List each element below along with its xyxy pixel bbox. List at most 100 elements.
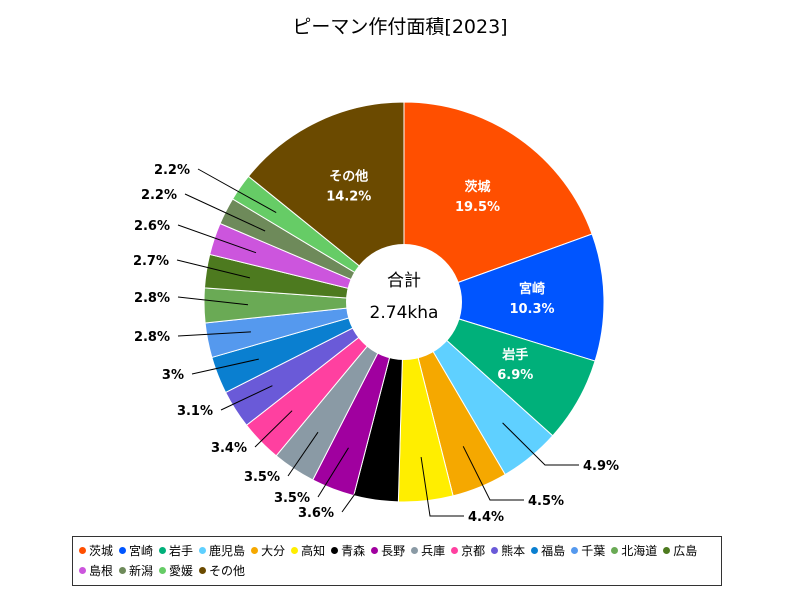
callout-label: 2.8% [134,330,170,345]
slice-value-label: 14.2% [326,190,371,205]
legend-label: 福島 [541,544,566,558]
legend-label: 岩手 [169,544,194,558]
legend-swatch [291,547,299,554]
callout-label: 3.1% [177,404,213,419]
legend-swatch [411,547,419,554]
legend-item: 熊本 [491,541,525,561]
callout-label: 2.8% [134,291,170,306]
leader-line [287,431,319,477]
legend-item: 愛媛 [159,561,193,581]
legend-label: 新潟 [129,564,154,578]
legend-label: 宮崎 [129,544,154,558]
leader-line [177,331,251,337]
slice-value-label: 19.5% [455,200,500,215]
chart-title: ピーマン作付面積[2023] [292,16,508,38]
legend-swatch [611,547,619,554]
slice-value-label: 6.9% [497,368,533,383]
donut-hole [346,244,462,360]
leader-line [197,168,277,214]
legend-label: 千葉 [581,544,606,558]
slice-name-label: 茨城 [464,179,490,195]
legend-label: 熊本 [501,544,526,558]
legend-label: 兵庫 [421,544,446,558]
callout-label: 3.4% [211,441,247,456]
callout-label: 2.2% [141,188,177,203]
legend-item: 高知 [291,541,325,561]
legend-label: 広島 [673,544,698,558]
leader-line [462,446,524,501]
legend-item: その他 [199,561,245,581]
legend-label: 島根 [89,564,114,578]
slice-name-label: 宮崎 [519,281,545,297]
legend-swatch [199,567,207,574]
legend-swatch [119,547,127,554]
callout-label: 2.7% [133,254,169,269]
legend-swatch [451,547,459,554]
leader-line [317,447,349,498]
legend-label: 長野 [381,544,406,558]
legend-item: 宮崎 [119,541,153,561]
callout-label: 3% [162,368,184,383]
leader-line [341,456,383,513]
legend-item: 京都 [451,541,485,561]
leader-line [191,358,259,375]
legend-swatch [79,567,86,574]
legend-item: 岩手 [159,541,193,561]
leader-line [220,385,273,411]
callout-label: 3.5% [244,470,280,485]
legend-item: 北海道 [611,541,657,561]
legend-label: 北海道 [621,544,658,558]
legend-item: 新潟 [119,561,153,581]
legend-label: 大分 [261,544,286,558]
leader-line [176,259,251,279]
legend-item: 大分 [251,541,285,561]
legend-label: その他 [209,564,246,578]
legend-swatch [251,547,259,554]
legend-item: 広島 [663,541,697,561]
callout-label: 2.2% [154,163,190,178]
slice-name-label: その他 [329,169,368,185]
slice-name-label: 岩手 [501,347,528,363]
legend: 茨城 宮崎 岩手 鹿児島 大分 高知 青森 長野 兵庫 京都 熊本 福島 千葉 北海道 広島島根 新潟 愛媛 その… [72,536,722,586]
legend-swatch [331,547,339,554]
callout-label: 3.5% [274,491,310,506]
legend-item: 茨城 [79,541,113,561]
legend-item: 島根 [79,561,113,581]
legend-swatch [663,547,671,554]
slice-その他 [247,101,405,304]
legend-swatch [371,547,379,554]
leader-line [177,296,249,306]
legend-item: 兵庫 [411,541,445,561]
center-label: 合計 [387,271,421,291]
leader-lines [176,168,579,517]
legend-swatch [79,547,86,554]
leader-line [420,457,464,517]
legend-label: 京都 [461,544,486,558]
legend-item: 鹿児島 [199,541,245,561]
leader-line [177,224,257,254]
legend-item: 千葉 [571,541,605,561]
legend-item: 長野 [371,541,405,561]
legend-label: 高知 [301,544,326,558]
legend-swatch [159,567,167,574]
leader-line [502,422,579,466]
legend-swatch [491,547,499,554]
legend-label: 茨城 [89,544,114,558]
legend-swatch [531,547,539,554]
legend-swatch [199,547,207,554]
legend-swatch [159,547,167,554]
callout-label: 3.6% [298,506,334,521]
leader-line [254,410,293,448]
legend-item: 福島 [531,541,565,561]
center-value: 2.74kha [370,303,439,323]
legend-label: 青森 [341,544,366,558]
callout-label: 4.5% [528,494,564,509]
callout-label: 2.6% [134,219,170,234]
legend-swatch [571,547,579,554]
slice-茨城 [403,101,593,303]
slice-宮崎 [402,233,605,362]
slice-value-label: 10.3% [509,302,554,317]
legend-swatch [119,567,127,574]
legend-item: 青森 [331,541,365,561]
